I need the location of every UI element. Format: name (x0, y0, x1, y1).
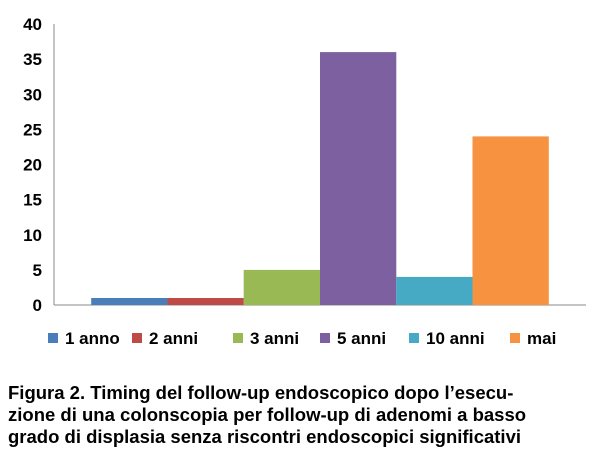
y-tick-label: 25 (23, 120, 42, 139)
y-tick-label: 20 (23, 156, 42, 175)
legend-label: 2 anni (149, 329, 198, 348)
legend-swatch-5-anni (320, 333, 330, 343)
y-tick-label: 40 (23, 15, 42, 34)
bar-5-anni (320, 52, 397, 305)
y-tick-label: 0 (33, 296, 42, 315)
caption-line-1: Figura 2. Timing del follow-up endoscopi… (8, 382, 514, 403)
legend-label: mai (527, 329, 556, 348)
bar-chart: 0 5 10 15 20 25 30 35 40 1 anno 2 anni 3 anni 5 ann… (23, 15, 586, 348)
y-tick-label: 10 (23, 226, 42, 245)
legend-swatch-mai (510, 333, 520, 343)
bar-10-anni (396, 276, 473, 305)
y-tick-label: 30 (23, 85, 42, 104)
legend: 1 anno 2 anni 3 anni 5 anni 10 anni mai (48, 329, 556, 348)
y-tick-label: 35 (23, 50, 42, 69)
bars (91, 52, 549, 305)
legend-swatch-1-anno (48, 333, 58, 343)
legend-swatch-10-anni (409, 333, 419, 343)
figure-caption: Figura 2. Timing del follow-up endoscopi… (8, 382, 593, 448)
caption-line-3: grado di displasia senza riscontri endos… (8, 426, 521, 447)
caption-line-2: zione di una colonscopia per follow-up d… (8, 404, 527, 425)
legend-swatch-3-anni (233, 333, 243, 343)
y-tick-label: 5 (33, 261, 42, 280)
y-tick-label: 15 (23, 191, 42, 210)
legend-label: 10 anni (426, 329, 485, 348)
legend-label: 3 anni (250, 329, 299, 348)
legend-label: 1 anno (65, 329, 120, 348)
bar-2-anni (167, 298, 244, 305)
legend-label: 5 anni (337, 329, 386, 348)
bar-3-anni (243, 269, 320, 305)
legend-swatch-2-anni (132, 333, 142, 343)
bar-mai (472, 136, 549, 305)
bar-1-anno (91, 298, 168, 305)
y-tick-labels: 0 5 10 15 20 25 30 35 40 (23, 15, 42, 315)
